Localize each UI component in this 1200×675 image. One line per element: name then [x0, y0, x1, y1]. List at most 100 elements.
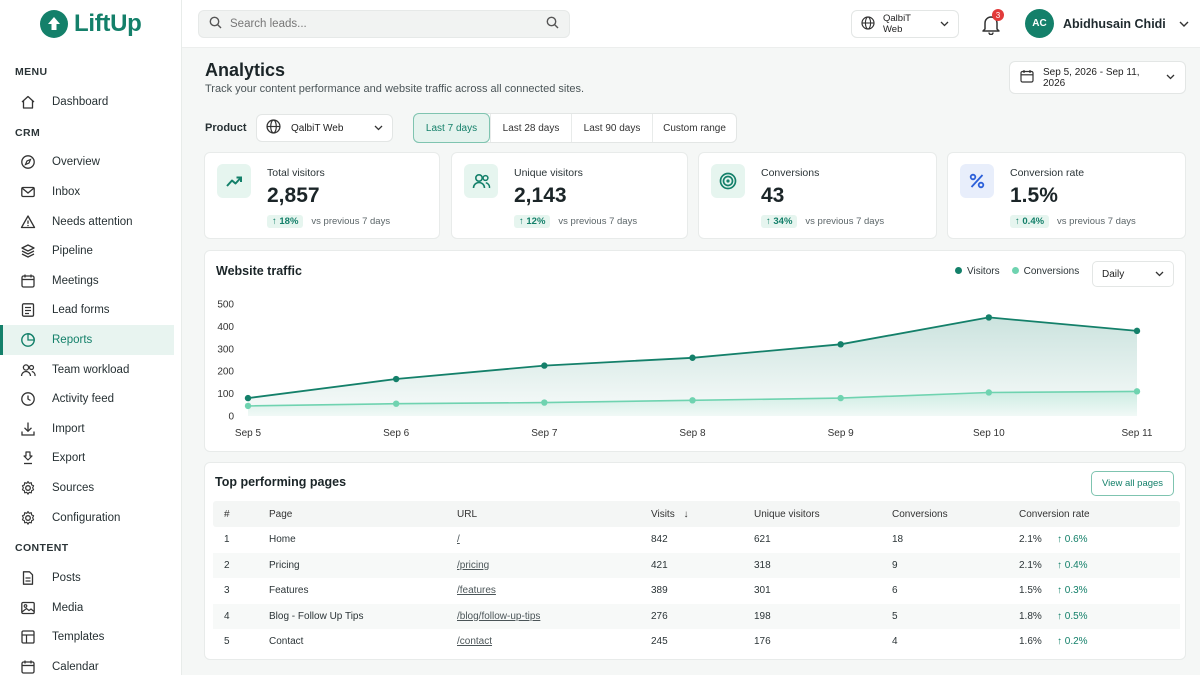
sidebar-item-label: Pipeline [52, 245, 93, 258]
sidebar-item-posts[interactable]: Posts [0, 563, 181, 593]
search-submit-icon[interactable] [546, 16, 559, 32]
series-area-visitors [248, 317, 1137, 416]
cell-url-link[interactable]: /features [457, 585, 496, 596]
mail-icon [20, 184, 36, 200]
sidebar-item-templates[interactable]: Templates [0, 623, 181, 653]
chart-legend: Visitors Conversions [955, 266, 1079, 277]
table-row[interactable]: 1 Home / 842 621 18 2.1% ↑ 0.6% [213, 527, 1180, 553]
logo[interactable]: LiftUp [0, 0, 181, 48]
cell-page: Features [269, 585, 309, 596]
sidebar-item-overview[interactable]: Overview [0, 148, 181, 178]
sidebar-item-label: Lead forms [52, 304, 110, 317]
globe-icon [861, 15, 875, 33]
cell-url-link[interactable]: /blog/follow-up-tips [457, 610, 541, 622]
kpi-delta-value: 34% [773, 216, 793, 227]
export-icon [20, 450, 36, 466]
cell-rate: 1.6% [1019, 636, 1042, 647]
x-tick-label: Sep 11 [1122, 428, 1153, 439]
range-tab-custom-range[interactable]: Custom range [652, 114, 736, 142]
cell-rate: 2.1% [1019, 559, 1042, 571]
sidebar-item-media[interactable]: Media [0, 593, 181, 623]
table-row[interactable]: 4 Blog - Follow Up Tips /blog/follow-up-… [213, 603, 1180, 629]
cell-url-link[interactable]: /pricing [457, 559, 490, 571]
user-menu[interactable]: AC Abidhusain Chidi [1025, 9, 1189, 38]
cell-rate-delta: ↑ 0.5% [1057, 611, 1088, 622]
sidebar-item-activity-feed[interactable]: Activity feed [0, 384, 181, 414]
cell-rate-delta-value: 0.4% [1064, 559, 1088, 571]
column-header-page: Page [269, 509, 292, 520]
chevron-down-icon [374, 123, 383, 134]
column-header-label: URL [457, 509, 478, 520]
sidebar-item-export[interactable]: Export [0, 444, 181, 474]
sidebar-item-pipeline[interactable]: Pipeline [0, 236, 181, 266]
legend-label-conversions: Conversions [1023, 266, 1080, 277]
data-point-conversions [837, 394, 844, 402]
chevron-down-icon [1179, 17, 1189, 31]
date-range-picker[interactable]: Sep 5, 2026 - Sep 11, 2026 [1009, 61, 1186, 94]
cell-rate-delta: ↑ 0.6% [1057, 534, 1088, 545]
site-selector[interactable]: QalbiT Web [851, 10, 959, 38]
table-row[interactable]: 5 Contact /contact 245 176 4 1.6% ↑ 0.2% [213, 629, 1180, 655]
page-title: Analytics [205, 60, 286, 80]
data-point-visitors [392, 375, 400, 383]
view-all-pages-button[interactable]: View all pages [1091, 471, 1174, 496]
sidebar-item-dashboard[interactable]: Dashboard [0, 87, 181, 117]
column-header-rank: # [224, 509, 230, 520]
home-icon [20, 94, 36, 110]
legend-dot-visitors [955, 266, 962, 274]
kpi-delta-badge: ↑ 34% [761, 215, 798, 228]
data-point-visitors [244, 394, 252, 402]
table-title: Top performing pages [215, 475, 347, 489]
product-selector-value: QalbiT Web [291, 122, 344, 134]
cell-page: Contact [269, 636, 304, 647]
sidebar-item-reports[interactable]: Reports [0, 325, 174, 355]
chart-title: Website traffic [216, 264, 302, 278]
range-tab-last-90-days[interactable]: Last 90 days [571, 114, 652, 142]
cell-unique: 198 [754, 610, 771, 622]
arrow-up-icon: ↑ [1057, 559, 1062, 571]
product-selector[interactable]: QalbiT Web [256, 114, 393, 142]
table-row[interactable]: 2 Pricing /pricing 421 318 9 2.1% ↑ 0.4% [213, 552, 1180, 578]
column-header-visits[interactable]: Visits ↓ [651, 509, 689, 520]
cell-conversions: 4 [892, 636, 898, 647]
cell-url-link[interactable]: /contact [457, 636, 493, 647]
table-row[interactable]: 3 Features /features 389 301 6 1.5% ↑ 0.… [213, 578, 1180, 604]
cell-rate: 1.8% [1019, 610, 1042, 622]
template-icon [20, 629, 36, 645]
granularity-value: Daily [1102, 268, 1125, 280]
granularity-select[interactable]: Daily [1092, 261, 1174, 287]
nav-section-title: CONTENT [15, 542, 69, 555]
range-tab-last-7-days[interactable]: Last 7 days [413, 113, 490, 143]
calendar-icon [20, 273, 36, 289]
sidebar-item-meetings[interactable]: Meetings [0, 266, 181, 296]
column-header-label: Conversions [892, 509, 948, 520]
search-input[interactable] [230, 18, 538, 30]
arrow-up-icon: ↑ [1057, 534, 1062, 545]
cell-url-link[interactable]: / [457, 534, 460, 545]
cell-conversions: 6 [892, 585, 898, 596]
calendar-icon [20, 659, 36, 675]
data-point-visitors [689, 354, 696, 361]
sidebar-item-import[interactable]: Import [0, 414, 181, 444]
sidebar-item-configuration[interactable]: Configuration [0, 503, 181, 533]
range-tab-last-28-days[interactable]: Last 28 days [490, 114, 571, 142]
gear-icon [20, 480, 36, 496]
sidebar-item-team-workload[interactable]: Team workload [0, 355, 181, 385]
kpi-label: Conversion rate [1010, 167, 1085, 179]
kpi-delta: ↑ 18% vs previous 7 days [267, 215, 390, 228]
sidebar-item-lead-forms[interactable]: Lead forms [0, 296, 181, 326]
kpi-label: Conversions [761, 167, 820, 179]
sidebar-item-calendar[interactable]: Calendar [0, 652, 181, 675]
arrow-up-icon: ↑ [1057, 610, 1062, 622]
kpi-delta-value: 18% [279, 216, 299, 227]
sidebar-item-needs-attention[interactable]: Needs attention [0, 207, 181, 237]
cell-rate-delta: ↑ 0.3% [1057, 585, 1088, 596]
cell-rate-delta-value: 0.6% [1064, 534, 1088, 545]
sidebar-item-inbox[interactable]: Inbox [0, 177, 181, 207]
nav-section-title: MENU [15, 66, 48, 78]
column-header-label: Page [269, 509, 293, 520]
x-tick-label: Sep 10 [973, 428, 1005, 439]
kpi-comparison: vs previous 7 days [311, 216, 391, 227]
sidebar-item-sources[interactable]: Sources [0, 473, 181, 503]
chevron-down-icon [940, 19, 949, 30]
